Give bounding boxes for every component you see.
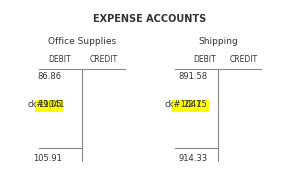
Text: 22.75: 22.75 <box>184 100 207 109</box>
Text: CREDIT: CREDIT <box>230 55 258 64</box>
Text: 105.91: 105.91 <box>33 154 62 163</box>
Text: 914.33: 914.33 <box>178 154 207 163</box>
Text: CREDIT: CREDIT <box>90 55 118 64</box>
Text: EXPENSE ACCOUNTS: EXPENSE ACCOUNTS <box>93 14 207 24</box>
Text: 19.05: 19.05 <box>38 100 62 109</box>
FancyBboxPatch shape <box>46 100 63 112</box>
Text: 86.86: 86.86 <box>38 72 62 81</box>
Text: ck#1041: ck#1041 <box>28 100 65 109</box>
FancyBboxPatch shape <box>172 100 195 112</box>
FancyBboxPatch shape <box>35 100 58 112</box>
Text: Office Supplies: Office Supplies <box>48 37 116 46</box>
Text: Shipping: Shipping <box>199 37 238 46</box>
FancyBboxPatch shape <box>192 100 209 112</box>
Text: 891.58: 891.58 <box>178 72 207 81</box>
Text: DEBIT: DEBIT <box>48 55 71 64</box>
Text: DEBIT: DEBIT <box>194 55 216 64</box>
Text: ck#1041: ck#1041 <box>164 100 202 109</box>
